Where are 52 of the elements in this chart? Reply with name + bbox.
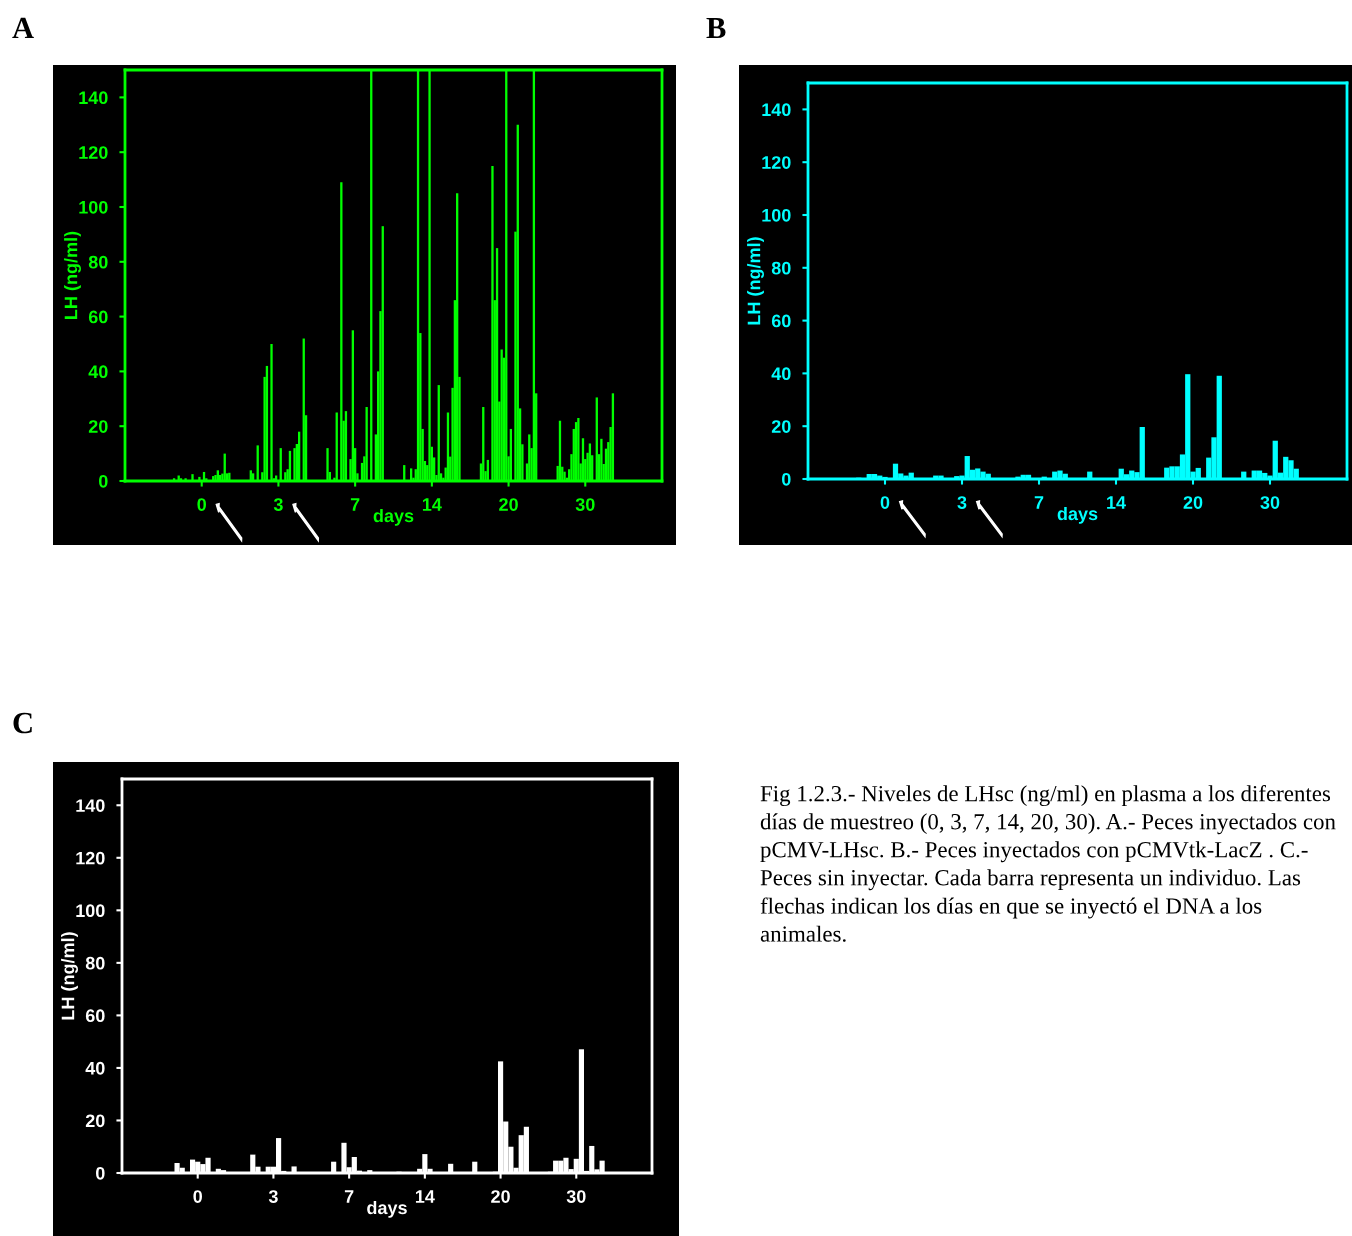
x-axis-title: days <box>373 508 414 526</box>
x-tick-label: 0 <box>197 498 206 511</box>
y-tick-label: 20 <box>85 1114 105 1128</box>
y-tick-label: 100 <box>762 208 791 222</box>
y-tick-label: 40 <box>88 365 108 379</box>
x-tick-label: 7 <box>344 1190 354 1203</box>
y-tick-label: 140 <box>762 103 791 117</box>
chart-title: B <box>706 17 726 39</box>
y-tick-label: 0 <box>782 472 791 486</box>
x-tick-label: 14 <box>1107 496 1126 509</box>
y-tick-label: 140 <box>79 91 108 105</box>
y-tick-label: 80 <box>85 956 105 970</box>
x-tick-label: 3 <box>273 498 283 511</box>
y-axis-title: LH (ng/ml) <box>747 237 764 325</box>
y-axis-title: LH (ng/ml) <box>64 231 81 319</box>
y-tick-label: 80 <box>771 261 791 275</box>
x-tick-label: 0 <box>193 1190 202 1203</box>
x-axis-title: days <box>367 1200 407 1218</box>
x-tick-label: 30 <box>575 498 595 511</box>
x-tick-label: 14 <box>415 1190 435 1203</box>
y-tick-label: 100 <box>76 904 105 918</box>
y-tick-label: 60 <box>771 314 791 328</box>
y-tick-label: 20 <box>88 420 108 433</box>
y-axis-title: LH (ng/ml) <box>61 932 78 1020</box>
y-tick-label: 0 <box>99 474 108 488</box>
x-axis-title: days <box>1057 506 1098 524</box>
y-tick-label: 140 <box>76 799 105 812</box>
x-tick-label: 7 <box>350 498 360 511</box>
caption: Fig 1.2.3.- Niveles de LHsc (ng/ml) en plasma a los diferentes días de muestreo (0, 3, 7, 14, 20, 30). A.- Peces inyectados con pCMV-LHsc. B.- Peces inyectados con pCMVtk-LacZ . C.- Peces sin inyectar. Cada barra representa un individuo. Las flechas indican los días en que se inyectó el DNA a los animales. <box>760 785 1336 942</box>
x-tick-label: 20 <box>1183 496 1203 509</box>
y-tick-label: 0 <box>96 1166 105 1180</box>
x-tick-label: 0 <box>880 496 890 509</box>
y-tick-label: 40 <box>85 1061 105 1075</box>
x-tick-label: 20 <box>491 1190 510 1203</box>
y-tick-label: 120 <box>76 851 105 865</box>
x-tick-label: 30 <box>566 1190 586 1203</box>
y-tick-label: 60 <box>88 310 108 324</box>
x-tick-label: 14 <box>422 498 442 511</box>
x-tick-label: 3 <box>957 496 967 509</box>
y-tick-label: 100 <box>79 200 108 214</box>
x-tick-label: 7 <box>1034 496 1044 509</box>
x-tick-label: 30 <box>1260 496 1280 509</box>
y-tick-label: 80 <box>88 255 108 269</box>
x-tick-label: 20 <box>499 498 518 511</box>
x-tick-label: 3 <box>268 1190 278 1203</box>
y-tick-label: 20 <box>771 420 791 433</box>
chart-title: C <box>13 712 32 734</box>
y-tick-label: 60 <box>85 1009 105 1023</box>
y-tick-label: 40 <box>771 367 791 381</box>
y-tick-label: 120 <box>79 146 108 159</box>
chart-title: A <box>12 17 34 38</box>
y-tick-label: 120 <box>762 156 791 169</box>
